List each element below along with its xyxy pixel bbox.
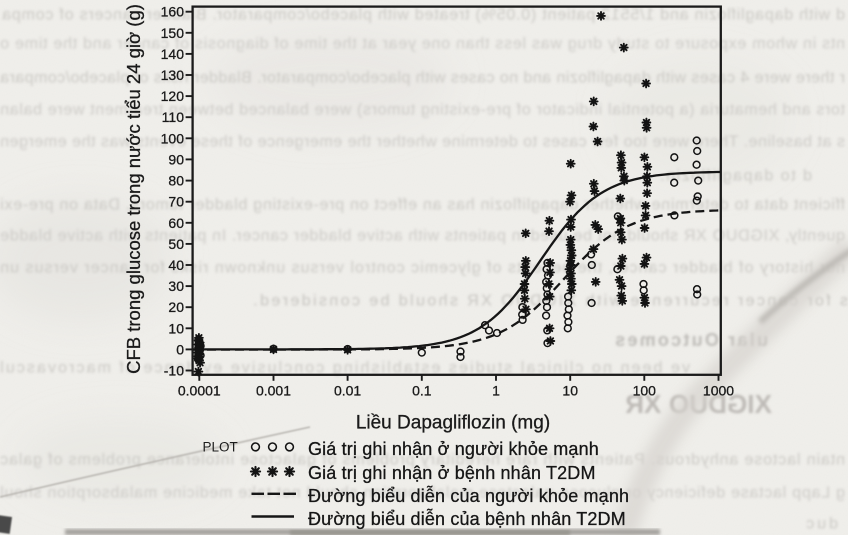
svg-text:ular Outcomes: ular Outcomes bbox=[615, 330, 768, 350]
svg-text:nts in whom exposure to study: nts in whom exposure to study drug was l… bbox=[0, 36, 845, 53]
svg-text:0: 0 bbox=[176, 341, 184, 357]
svg-text:1000: 1000 bbox=[703, 382, 734, 398]
svg-text:fficient data to determine whe: fficient data to determine whether dapag… bbox=[0, 197, 845, 214]
svg-text:80: 80 bbox=[168, 173, 184, 189]
svg-text:30: 30 bbox=[168, 278, 184, 294]
svg-text:0.1: 0.1 bbox=[412, 382, 432, 398]
svg-text:Giá trị ghi nhận ở bệnh nhân T: Giá trị ghi nhận ở bệnh nhân T2DM bbox=[308, 463, 596, 483]
svg-text:100: 100 bbox=[633, 382, 657, 398]
svg-text:40: 40 bbox=[168, 257, 184, 273]
svg-text:100: 100 bbox=[161, 130, 185, 146]
svg-text:130: 130 bbox=[161, 67, 185, 83]
svg-text:10: 10 bbox=[562, 382, 578, 398]
svg-text:160: 160 bbox=[161, 4, 185, 20]
svg-text:quently, XIGDUO XR should not: quently, XIGDUO XR should not be used in… bbox=[0, 228, 845, 245]
svg-text:10: 10 bbox=[168, 320, 184, 336]
svg-text:0.001: 0.001 bbox=[256, 382, 291, 398]
svg-text:Giá trị ghi nhận ở người khỏe: Giá trị ghi nhận ở người khỏe mạnh bbox=[308, 439, 599, 459]
svg-text:60: 60 bbox=[168, 215, 184, 231]
svg-text:s at baseline. There were too: s at baseline. There were too few cases … bbox=[0, 134, 845, 151]
svg-text:PLOT: PLOT bbox=[203, 440, 238, 455]
svg-text:50: 50 bbox=[168, 236, 184, 252]
svg-text:140: 140 bbox=[161, 46, 185, 62]
svg-text:-10: -10 bbox=[164, 363, 184, 379]
svg-text:0.0001: 0.0001 bbox=[178, 382, 221, 398]
svg-text:nor history of bladder cancer,: nor history of bladder cancer, the benef… bbox=[0, 260, 845, 277]
svg-text:duc: duc bbox=[806, 516, 838, 533]
svg-text:ntain lactose anhydrous. Patie: ntain lactose anhydrous. Patients with r… bbox=[0, 452, 845, 469]
svg-text:tors and hematuria (a potentia: tors and hematuria (a potential indicato… bbox=[0, 102, 845, 119]
svg-text:Đường biểu diễn của người khỏe: Đường biểu diễn của người khỏe mạnh bbox=[308, 485, 629, 506]
svg-text:Liều Dapagliflozin (mg): Liều Dapagliflozin (mg) bbox=[356, 413, 550, 434]
svg-text:r there were 4 cases with dapa: r there were 4 cases with dapagliflozin … bbox=[0, 70, 845, 87]
svg-text:d with dapagliflozin and 1/551: d with dapagliflozin and 1/5512 patient … bbox=[2, 7, 845, 24]
svg-text:110: 110 bbox=[162, 109, 185, 125]
svg-text:120: 120 bbox=[161, 88, 185, 104]
svg-text:90: 90 bbox=[168, 151, 184, 167]
svg-text:150: 150 bbox=[161, 25, 185, 41]
svg-text:CFB trong glucose trong nước t: CFB trong glucose trong nước tiểu 24 giờ… bbox=[123, 4, 144, 374]
svg-text:ve been no clinical studies es: ve been no clinical studies establishing… bbox=[0, 360, 690, 377]
svg-text:70: 70 bbox=[168, 194, 184, 210]
svg-text:1: 1 bbox=[492, 382, 500, 398]
svg-text:0.01: 0.01 bbox=[334, 382, 361, 398]
svg-text:20: 20 bbox=[168, 299, 184, 315]
svg-text:Đường biểu diễn của bệnh nhân: Đường biểu diễn của bệnh nhân T2DM bbox=[308, 508, 626, 529]
